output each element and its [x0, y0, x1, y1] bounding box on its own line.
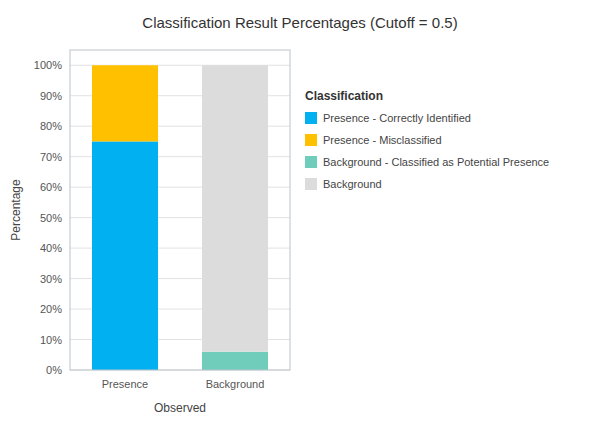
- y-tick-label: 50%: [40, 212, 62, 224]
- y-tick-label: 30%: [40, 273, 62, 285]
- bar-segment: [202, 352, 268, 370]
- plot-frame: [70, 50, 290, 370]
- y-tick-label: 100%: [34, 59, 62, 71]
- y-tick-label: 60%: [40, 181, 62, 193]
- bar-segment: [92, 65, 158, 141]
- title: Classification Result Percentages (Cutof…: [142, 14, 457, 31]
- y-tick-label: 80%: [40, 120, 62, 132]
- legend-entry: Background: [323, 178, 382, 190]
- y-axis-label: Percentage: [9, 179, 23, 241]
- legend-swatch: [305, 178, 317, 190]
- bar-segment: [92, 141, 158, 370]
- legend-title: Classification: [305, 89, 383, 103]
- y-tick-label: 20%: [40, 303, 62, 315]
- bar-segment: [202, 65, 268, 351]
- legend-entry: Background - Classified as Potential Pre…: [323, 156, 549, 168]
- y-tick-label: 10%: [40, 334, 62, 346]
- y-tick-label: 40%: [40, 242, 62, 254]
- legend-swatch: [305, 134, 317, 146]
- chart: 0% 10% 20% 30% 40% 50% 60% 70% 80% 90% 100% Presenc…: [0, 0, 600, 430]
- bars: [92, 65, 268, 370]
- legend-swatch: [305, 112, 317, 124]
- bar-segment: [92, 65, 158, 66]
- x-axis-label: Observed: [154, 401, 206, 415]
- legend-entry: Presence - Misclassified: [323, 134, 442, 146]
- bar-segment: [92, 65, 158, 66]
- legend-swatch: [305, 156, 317, 168]
- x-tick-label: Presence: [102, 378, 148, 390]
- y-tick-label: 90%: [40, 90, 62, 102]
- x-tick-label: Background: [206, 378, 265, 390]
- legend-entry: Presence - Correctly Identified: [323, 112, 471, 124]
- y-tick-label: 0%: [46, 364, 62, 376]
- y-tick-label: 70%: [40, 151, 62, 163]
